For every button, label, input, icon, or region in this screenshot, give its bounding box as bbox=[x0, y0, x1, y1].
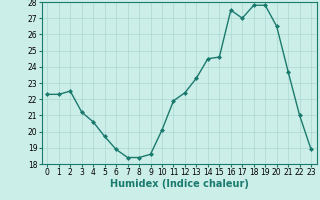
X-axis label: Humidex (Indice chaleur): Humidex (Indice chaleur) bbox=[110, 179, 249, 189]
